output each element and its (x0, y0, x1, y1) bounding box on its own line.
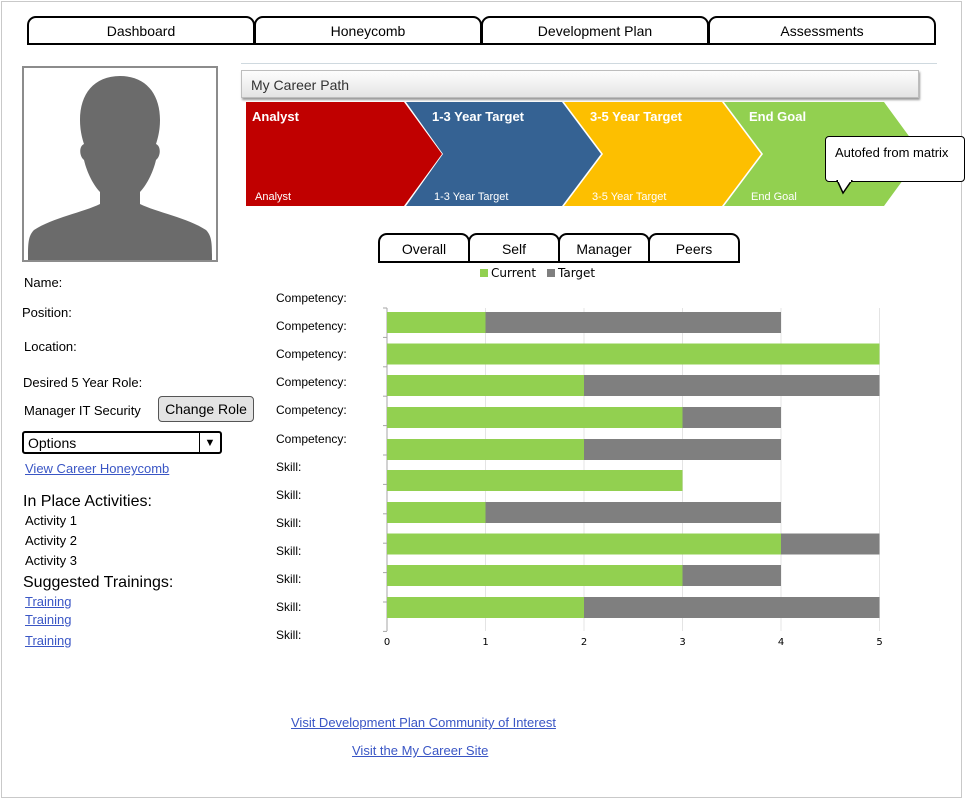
row-label: Competency: (276, 403, 347, 418)
change-role-button[interactable]: Change Role (158, 396, 254, 422)
bar-current (387, 502, 486, 523)
x-tick-label: 5 (876, 637, 882, 648)
desired-role-value: Manager IT Security (24, 403, 141, 418)
tab-overall[interactable]: Overall (378, 233, 470, 262)
bar-target (584, 597, 880, 618)
position-label: Position: (22, 305, 72, 320)
bar-target (682, 407, 781, 428)
x-tick-label: 2 (581, 637, 587, 648)
x-tick-label: 1 (482, 637, 488, 648)
dropdown-arrow-icon[interactable]: ▼ (199, 433, 220, 452)
stage-title: Analyst (252, 109, 300, 124)
career-path-divider (241, 63, 937, 64)
community-link[interactable]: Visit Development Plan Community of Inte… (291, 715, 556, 730)
tab-peers[interactable]: Peers (648, 233, 740, 262)
x-tick-label: 0 (384, 637, 390, 648)
row-label: Skill: (276, 628, 302, 643)
bar-current (387, 597, 584, 618)
row-label: Competency: (276, 319, 347, 334)
career-path-chevrons: Analyst 1-3 Year Target 3-5 Year Target … (246, 102, 922, 206)
autofed-callout: Autofed from matrix (825, 136, 965, 182)
row-label: Competency: (276, 375, 347, 390)
bar-current (387, 565, 683, 586)
bar-current (387, 470, 683, 491)
callout-text: Autofed from matrix (835, 145, 949, 160)
bar-target (485, 312, 781, 333)
stage-title: End Goal (749, 109, 806, 124)
tab-self[interactable]: Self (468, 233, 560, 262)
bar-current (387, 407, 683, 428)
x-tick-label: 3 (679, 637, 685, 648)
options-select-value: Options (28, 435, 77, 451)
chevron-analyst[interactable] (246, 102, 442, 206)
bar-target (584, 375, 880, 396)
bar-target (682, 565, 781, 586)
legend-label-target: Target (558, 266, 596, 280)
callout-pointer (836, 180, 853, 195)
training-link[interactable]: Training (25, 612, 72, 627)
legend-target: Target (547, 266, 595, 280)
row-label: Competency: (276, 347, 347, 362)
stage-subtitle: End Goal (751, 191, 797, 203)
row-label: Competency: (276, 291, 347, 305)
legend-current: Current (480, 266, 536, 280)
bar-current (387, 375, 584, 396)
view-career-honeycomb-link[interactable]: View Career Honeycomb (25, 461, 170, 476)
person-silhouette-icon (28, 76, 212, 260)
stage-subtitle: Analyst (255, 191, 291, 203)
stage-subtitle: 3-5 Year Target (592, 191, 666, 203)
stage-subtitle: 1-3 Year Target (434, 191, 508, 203)
career-path-header: My Career Path (241, 70, 919, 98)
row-label: Skill: (276, 459, 302, 474)
stage-title: 3-5 Year Target (590, 109, 683, 124)
assessment-chart: 0 1 2 3 4 5 (383, 307, 883, 648)
location-label: Location: (24, 339, 77, 354)
chevron-3-5-year[interactable] (564, 102, 761, 206)
row-label: Skill: (276, 600, 302, 615)
bar-current (387, 439, 584, 460)
row-label: Skill: (276, 572, 302, 586)
tab-honeycomb[interactable]: Honeycomb (254, 16, 482, 45)
assessment-tabs-baseline (378, 261, 740, 263)
tab-manager[interactable]: Manager (558, 233, 650, 262)
name-label: Name: (24, 275, 63, 290)
desired-role-label: Desired 5 Year Role: (23, 375, 143, 390)
activity-item: Activity 1 (25, 513, 78, 528)
options-select[interactable]: Options ▼ (22, 431, 222, 454)
bar-current (387, 533, 781, 555)
legend-swatch-current (480, 269, 488, 277)
bar-target (584, 439, 781, 460)
training-link[interactable]: Training (25, 633, 72, 648)
legend-swatch-target (547, 269, 555, 277)
row-label: Competency: (276, 431, 347, 446)
bar-target (485, 502, 781, 523)
bar-target (781, 533, 880, 555)
row-label: Skill: (276, 487, 302, 502)
activity-item: Activity 2 (25, 533, 78, 548)
profile-photo (22, 66, 218, 262)
x-tick-label: 4 (778, 637, 784, 648)
activity-item: Activity 3 (25, 553, 78, 568)
training-link[interactable]: Training (25, 594, 72, 609)
stage-title: 1-3 Year Target (432, 109, 525, 124)
row-label: Skill: (276, 543, 302, 558)
activities-heading: In Place Activities: (23, 493, 152, 510)
bar-current (387, 343, 880, 365)
chevron-1-3-year[interactable] (406, 102, 601, 206)
tab-development-plan[interactable]: Development Plan (481, 16, 709, 45)
row-label: Skill: (276, 515, 302, 530)
tab-dashboard[interactable]: Dashboard (27, 16, 255, 45)
tab-assessments[interactable]: Assessments (708, 16, 936, 45)
trainings-heading: Suggested Trainings: (23, 574, 174, 591)
bar-current (387, 312, 486, 333)
legend-label-current: Current (491, 266, 537, 280)
career-site-link[interactable]: Visit the My Career Site (352, 743, 489, 758)
